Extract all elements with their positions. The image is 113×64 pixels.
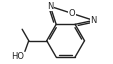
Text: O: O	[68, 9, 75, 18]
Text: N: N	[90, 16, 96, 25]
Text: HO: HO	[11, 52, 24, 61]
Text: N: N	[47, 2, 53, 11]
